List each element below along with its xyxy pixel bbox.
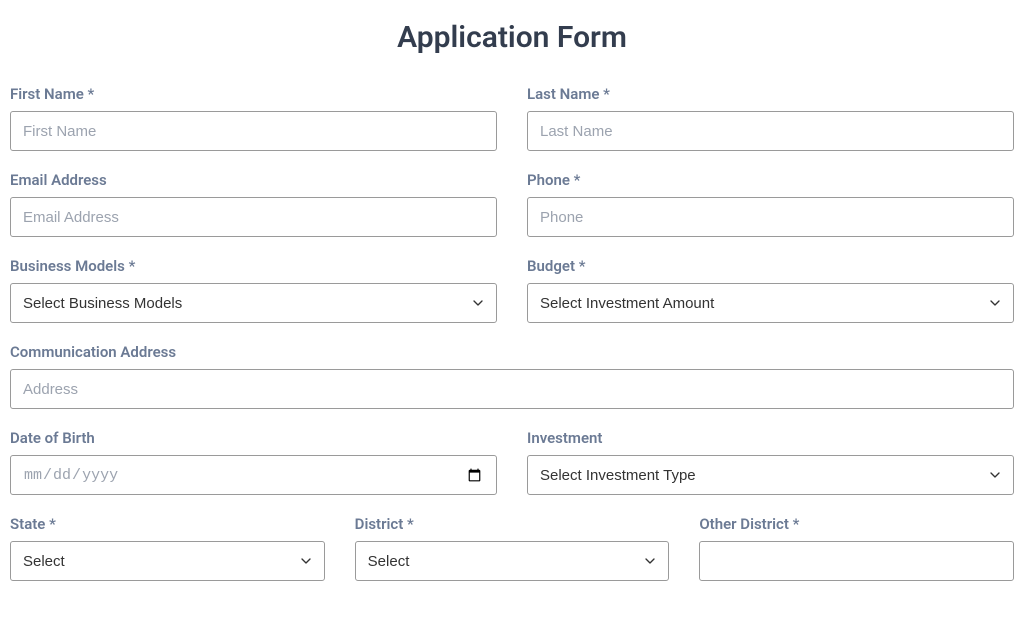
- budget-select[interactable]: Select Investment Amount: [527, 283, 1014, 323]
- row-contact: Email Address Phone *: [10, 171, 1014, 237]
- email-input[interactable]: [10, 197, 497, 237]
- field-last-name: Last Name *: [527, 85, 1014, 151]
- field-phone: Phone *: [527, 171, 1014, 237]
- field-district: District * Select: [355, 515, 670, 581]
- last-name-input[interactable]: [527, 111, 1014, 151]
- page-title: Application Form: [10, 20, 1014, 55]
- date-of-birth-input[interactable]: [10, 455, 497, 495]
- investment-select[interactable]: Select Investment Type: [527, 455, 1014, 495]
- field-investment: Investment Select Investment Type: [527, 429, 1014, 495]
- row-location: State * Select District * Select Other D…: [10, 515, 1014, 581]
- field-other-district: Other District *: [699, 515, 1014, 581]
- phone-label: Phone *: [527, 171, 1014, 189]
- business-models-label: Business Models *: [10, 257, 497, 275]
- state-label: State *: [10, 515, 325, 533]
- row-dob-investment: Date of Birth Investment Select Investme…: [10, 429, 1014, 495]
- date-of-birth-label: Date of Birth: [10, 429, 497, 447]
- row-business: Business Models * Select Business Models…: [10, 257, 1014, 323]
- state-select[interactable]: Select: [10, 541, 325, 581]
- business-models-select[interactable]: Select Business Models: [10, 283, 497, 323]
- row-address: Communication Address: [10, 343, 1014, 409]
- district-select[interactable]: Select: [355, 541, 670, 581]
- field-email: Email Address: [10, 171, 497, 237]
- district-label: District *: [355, 515, 670, 533]
- communication-address-input[interactable]: [10, 369, 1014, 409]
- field-business-models: Business Models * Select Business Models: [10, 257, 497, 323]
- field-budget: Budget * Select Investment Amount: [527, 257, 1014, 323]
- other-district-label: Other District *: [699, 515, 1014, 533]
- investment-label: Investment: [527, 429, 1014, 447]
- email-label: Email Address: [10, 171, 497, 189]
- field-state: State * Select: [10, 515, 325, 581]
- field-date-of-birth: Date of Birth: [10, 429, 497, 495]
- field-communication-address: Communication Address: [10, 343, 1014, 409]
- row-name: First Name * Last Name *: [10, 85, 1014, 151]
- communication-address-label: Communication Address: [10, 343, 1014, 361]
- field-first-name: First Name *: [10, 85, 497, 151]
- first-name-input[interactable]: [10, 111, 497, 151]
- first-name-label: First Name *: [10, 85, 497, 103]
- other-district-input[interactable]: [699, 541, 1014, 581]
- budget-label: Budget *: [527, 257, 1014, 275]
- phone-input[interactable]: [527, 197, 1014, 237]
- last-name-label: Last Name *: [527, 85, 1014, 103]
